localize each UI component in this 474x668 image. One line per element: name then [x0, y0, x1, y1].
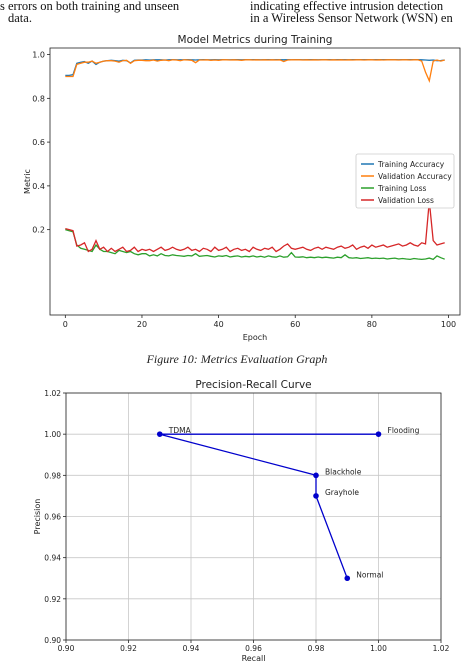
- x-tick-label: 0.92: [120, 644, 137, 653]
- legend-entry: Validation Loss: [378, 196, 434, 205]
- x-tick-label: 1.02: [433, 644, 450, 653]
- x-tick-label: 100: [441, 320, 456, 329]
- point-label: Grayhole: [325, 488, 359, 497]
- plot-frame: [49, 47, 461, 316]
- data-point: [313, 493, 319, 499]
- x-axis-label: Epoch: [243, 333, 268, 342]
- text-line: s errors on both training and unseen: [0, 0, 180, 13]
- y-tick-label: 0.8: [32, 94, 45, 103]
- series-line: [65, 58, 445, 77]
- legend-entry: Validation Accuracy: [378, 172, 452, 181]
- y-tick-label: 0.96: [44, 513, 61, 522]
- y-tick-label: 0.92: [44, 595, 61, 604]
- y-axis-label: Metric: [23, 169, 32, 194]
- point-label: Blackhole: [325, 467, 362, 476]
- y-tick-label: 0.98: [44, 471, 61, 480]
- data-point: [344, 575, 351, 582]
- pr-curve-line: [159, 433, 379, 579]
- point-label: TDMA: [168, 426, 192, 435]
- y-tick-label: 1.02: [44, 389, 61, 398]
- x-tick-label: 0.90: [58, 644, 75, 653]
- y-tick-label: 0.6: [32, 138, 45, 147]
- y-tick-label: 1.00: [44, 430, 61, 439]
- metrics-chart: Model Metrics during Training 0 20 40 60 80 10…: [23, 34, 461, 342]
- x-tick-label: 1.00: [370, 644, 387, 653]
- precision-recall-figure: Precision-Recall Curve 0.90 0.92 0.94 0.96 0.…: [0, 376, 474, 663]
- x-tick-label: 0.94: [183, 644, 200, 653]
- legend-entry: Training Loss: [377, 184, 427, 193]
- y-tick-label: 0.94: [44, 554, 61, 563]
- y-tick-label: 0.2: [32, 226, 45, 235]
- x-tick-label: 0: [63, 320, 68, 329]
- point-label: Flooding: [388, 426, 420, 435]
- precision-recall-chart: Precision-Recall Curve 0.90 0.92 0.94 0.96 0.…: [33, 379, 450, 663]
- y-axis-label: Precision: [33, 499, 42, 535]
- preceding-text-left: s errors on both training and unseen dat…: [0, 0, 228, 24]
- figure-caption: Figure 10: Metrics Evaluation Graph: [146, 352, 328, 366]
- point-label: Normal: [356, 570, 383, 579]
- metrics-figure: Model Metrics during Training 0 20 40 60 80 10…: [0, 30, 474, 348]
- series-line: [65, 59, 445, 83]
- legend-entry: Training Accuracy: [377, 160, 445, 169]
- data-point: [156, 431, 163, 437]
- series-line: [65, 228, 445, 261]
- x-tick-label: 40: [214, 320, 224, 329]
- y-tick-label: 0.90: [44, 636, 61, 645]
- preceding-text-right: indicating effective intrusion detection…: [250, 0, 474, 24]
- chart-title: Model Metrics during Training: [178, 34, 333, 46]
- text-line: in a Wireless Sensor Network (WSN) en: [250, 11, 453, 24]
- y-tick-label: 1.0: [32, 51, 45, 60]
- plot-frame: [65, 392, 442, 641]
- chart-title: Precision-Recall Curve: [195, 379, 311, 391]
- x-tick-label: 60: [290, 320, 300, 329]
- x-tick-label: 20: [137, 320, 147, 329]
- x-tick-label: 0.96: [245, 644, 262, 653]
- series-line: [65, 201, 445, 253]
- x-tick-label: 0.98: [308, 644, 325, 653]
- x-axis-label: Recall: [242, 654, 266, 663]
- text-line: indicating effective intrusion detection: [250, 0, 444, 13]
- data-point: [313, 472, 319, 479]
- x-tick-label: 80: [367, 320, 377, 329]
- legend-box: [355, 153, 455, 209]
- y-tick-label: 0.4: [32, 182, 45, 191]
- text-line: data.: [8, 11, 32, 24]
- data-point: [375, 431, 382, 437]
